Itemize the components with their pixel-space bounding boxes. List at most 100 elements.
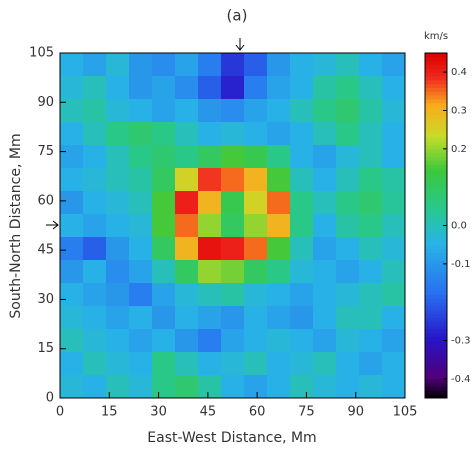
- heat-cell: [313, 76, 337, 100]
- heat-cell: [244, 191, 268, 215]
- colorbar-segment: [425, 371, 447, 376]
- heat-cell: [106, 329, 130, 353]
- colorbar-segment: [425, 60, 447, 65]
- y-tick-label: 75: [37, 144, 54, 159]
- colorbar-segment: [425, 332, 447, 338]
- x-tick-label: 75: [298, 405, 315, 420]
- heat-cell: [359, 214, 383, 238]
- heat-cell: [359, 99, 383, 123]
- heat-cell: [221, 168, 245, 192]
- heat-cell: [129, 329, 153, 353]
- y-tick-label: 60: [37, 193, 54, 208]
- heat-cell: [221, 99, 245, 123]
- colorbar-segment: [425, 106, 447, 111]
- heat-cell: [129, 99, 153, 123]
- heat-cell: [106, 168, 130, 192]
- heat-cell: [83, 53, 107, 77]
- heat-cell: [83, 260, 107, 284]
- heat-cell: [106, 283, 130, 307]
- heat-cell: [152, 329, 176, 353]
- heat-cell: [244, 375, 268, 399]
- colorbar-segment: [425, 363, 447, 368]
- colorbar-segment: [425, 286, 447, 292]
- colorbar-label: km/s: [424, 31, 448, 42]
- heat-cell: [60, 237, 84, 261]
- heat-cell: [244, 214, 268, 238]
- heat-cell: [129, 145, 153, 169]
- heat-cell: [175, 76, 199, 100]
- heat-cell: [83, 99, 107, 123]
- heat-cell: [359, 352, 383, 376]
- heat-cell: [175, 306, 199, 330]
- heat-cell: [290, 283, 314, 307]
- heat-cell: [290, 306, 314, 330]
- heat-cell: [290, 145, 314, 169]
- colorbar-segment: [425, 187, 447, 192]
- heat-cell: [129, 53, 153, 77]
- colorbar-segment: [425, 267, 447, 272]
- heat-cell: [290, 76, 314, 100]
- heat-cell: [359, 329, 383, 353]
- colorbar-segment: [425, 183, 447, 188]
- heat-cell: [313, 375, 337, 399]
- heat-cell: [313, 53, 337, 77]
- heat-cell: [267, 53, 291, 77]
- colorbar-segment: [425, 171, 447, 177]
- heat-cell: [336, 145, 360, 169]
- heat-cell: [60, 53, 84, 77]
- heat-cell: [175, 375, 199, 399]
- heat-cell: [359, 145, 383, 169]
- heat-cell: [152, 306, 176, 330]
- heat-cell: [336, 53, 360, 77]
- colorbar-segment: [425, 114, 447, 119]
- heat-cell: [359, 76, 383, 100]
- heat-cell: [175, 122, 199, 146]
- colorbar-segment: [425, 317, 447, 322]
- colorbar-segment: [425, 355, 447, 361]
- colorbar-segment: [425, 152, 447, 157]
- colorbar-segment: [425, 271, 447, 276]
- colorbar-segment: [425, 386, 447, 391]
- heat-cell: [106, 237, 130, 261]
- heat-cell: [359, 168, 383, 192]
- heat-cell: [382, 375, 406, 399]
- heat-cell: [221, 375, 245, 399]
- heat-cell: [221, 260, 245, 284]
- heat-cell: [221, 145, 245, 169]
- heat-cell: [336, 237, 360, 261]
- heat-cell: [221, 237, 245, 261]
- colorbar-segment: [425, 229, 447, 234]
- heat-cell: [198, 168, 222, 192]
- heat-cell: [106, 352, 130, 376]
- heat-cell: [290, 260, 314, 284]
- colorbar-segment: [425, 72, 447, 77]
- colorbar-segment: [425, 279, 447, 284]
- x-tick-label: 30: [150, 405, 167, 420]
- colorbar-tick-label: 0.3: [451, 106, 467, 117]
- heat-cell: [129, 168, 153, 192]
- marker-arrow-top: [235, 38, 245, 51]
- colorbar-segment: [425, 56, 447, 62]
- heat-cell: [244, 76, 268, 100]
- colorbar-segment: [425, 191, 447, 196]
- heat-cell: [83, 191, 107, 215]
- heat-cell: [198, 214, 222, 238]
- heat-cell: [129, 214, 153, 238]
- heat-cell: [290, 191, 314, 215]
- heat-cell: [382, 145, 406, 169]
- colorbar-segment: [425, 53, 447, 58]
- heat-cell: [267, 375, 291, 399]
- heat-cell: [267, 122, 291, 146]
- heat-cell: [152, 191, 176, 215]
- heat-cell: [198, 76, 222, 100]
- heat-cell: [106, 306, 130, 330]
- x-tick-label: 105: [393, 405, 418, 420]
- colorbar-segment: [425, 248, 447, 253]
- heat-cell: [83, 352, 107, 376]
- heat-cell: [290, 214, 314, 238]
- colorbar-segment: [425, 175, 447, 180]
- colorbar-segment: [425, 244, 447, 249]
- colorbar-segment: [425, 275, 447, 280]
- heat-cell: [336, 283, 360, 307]
